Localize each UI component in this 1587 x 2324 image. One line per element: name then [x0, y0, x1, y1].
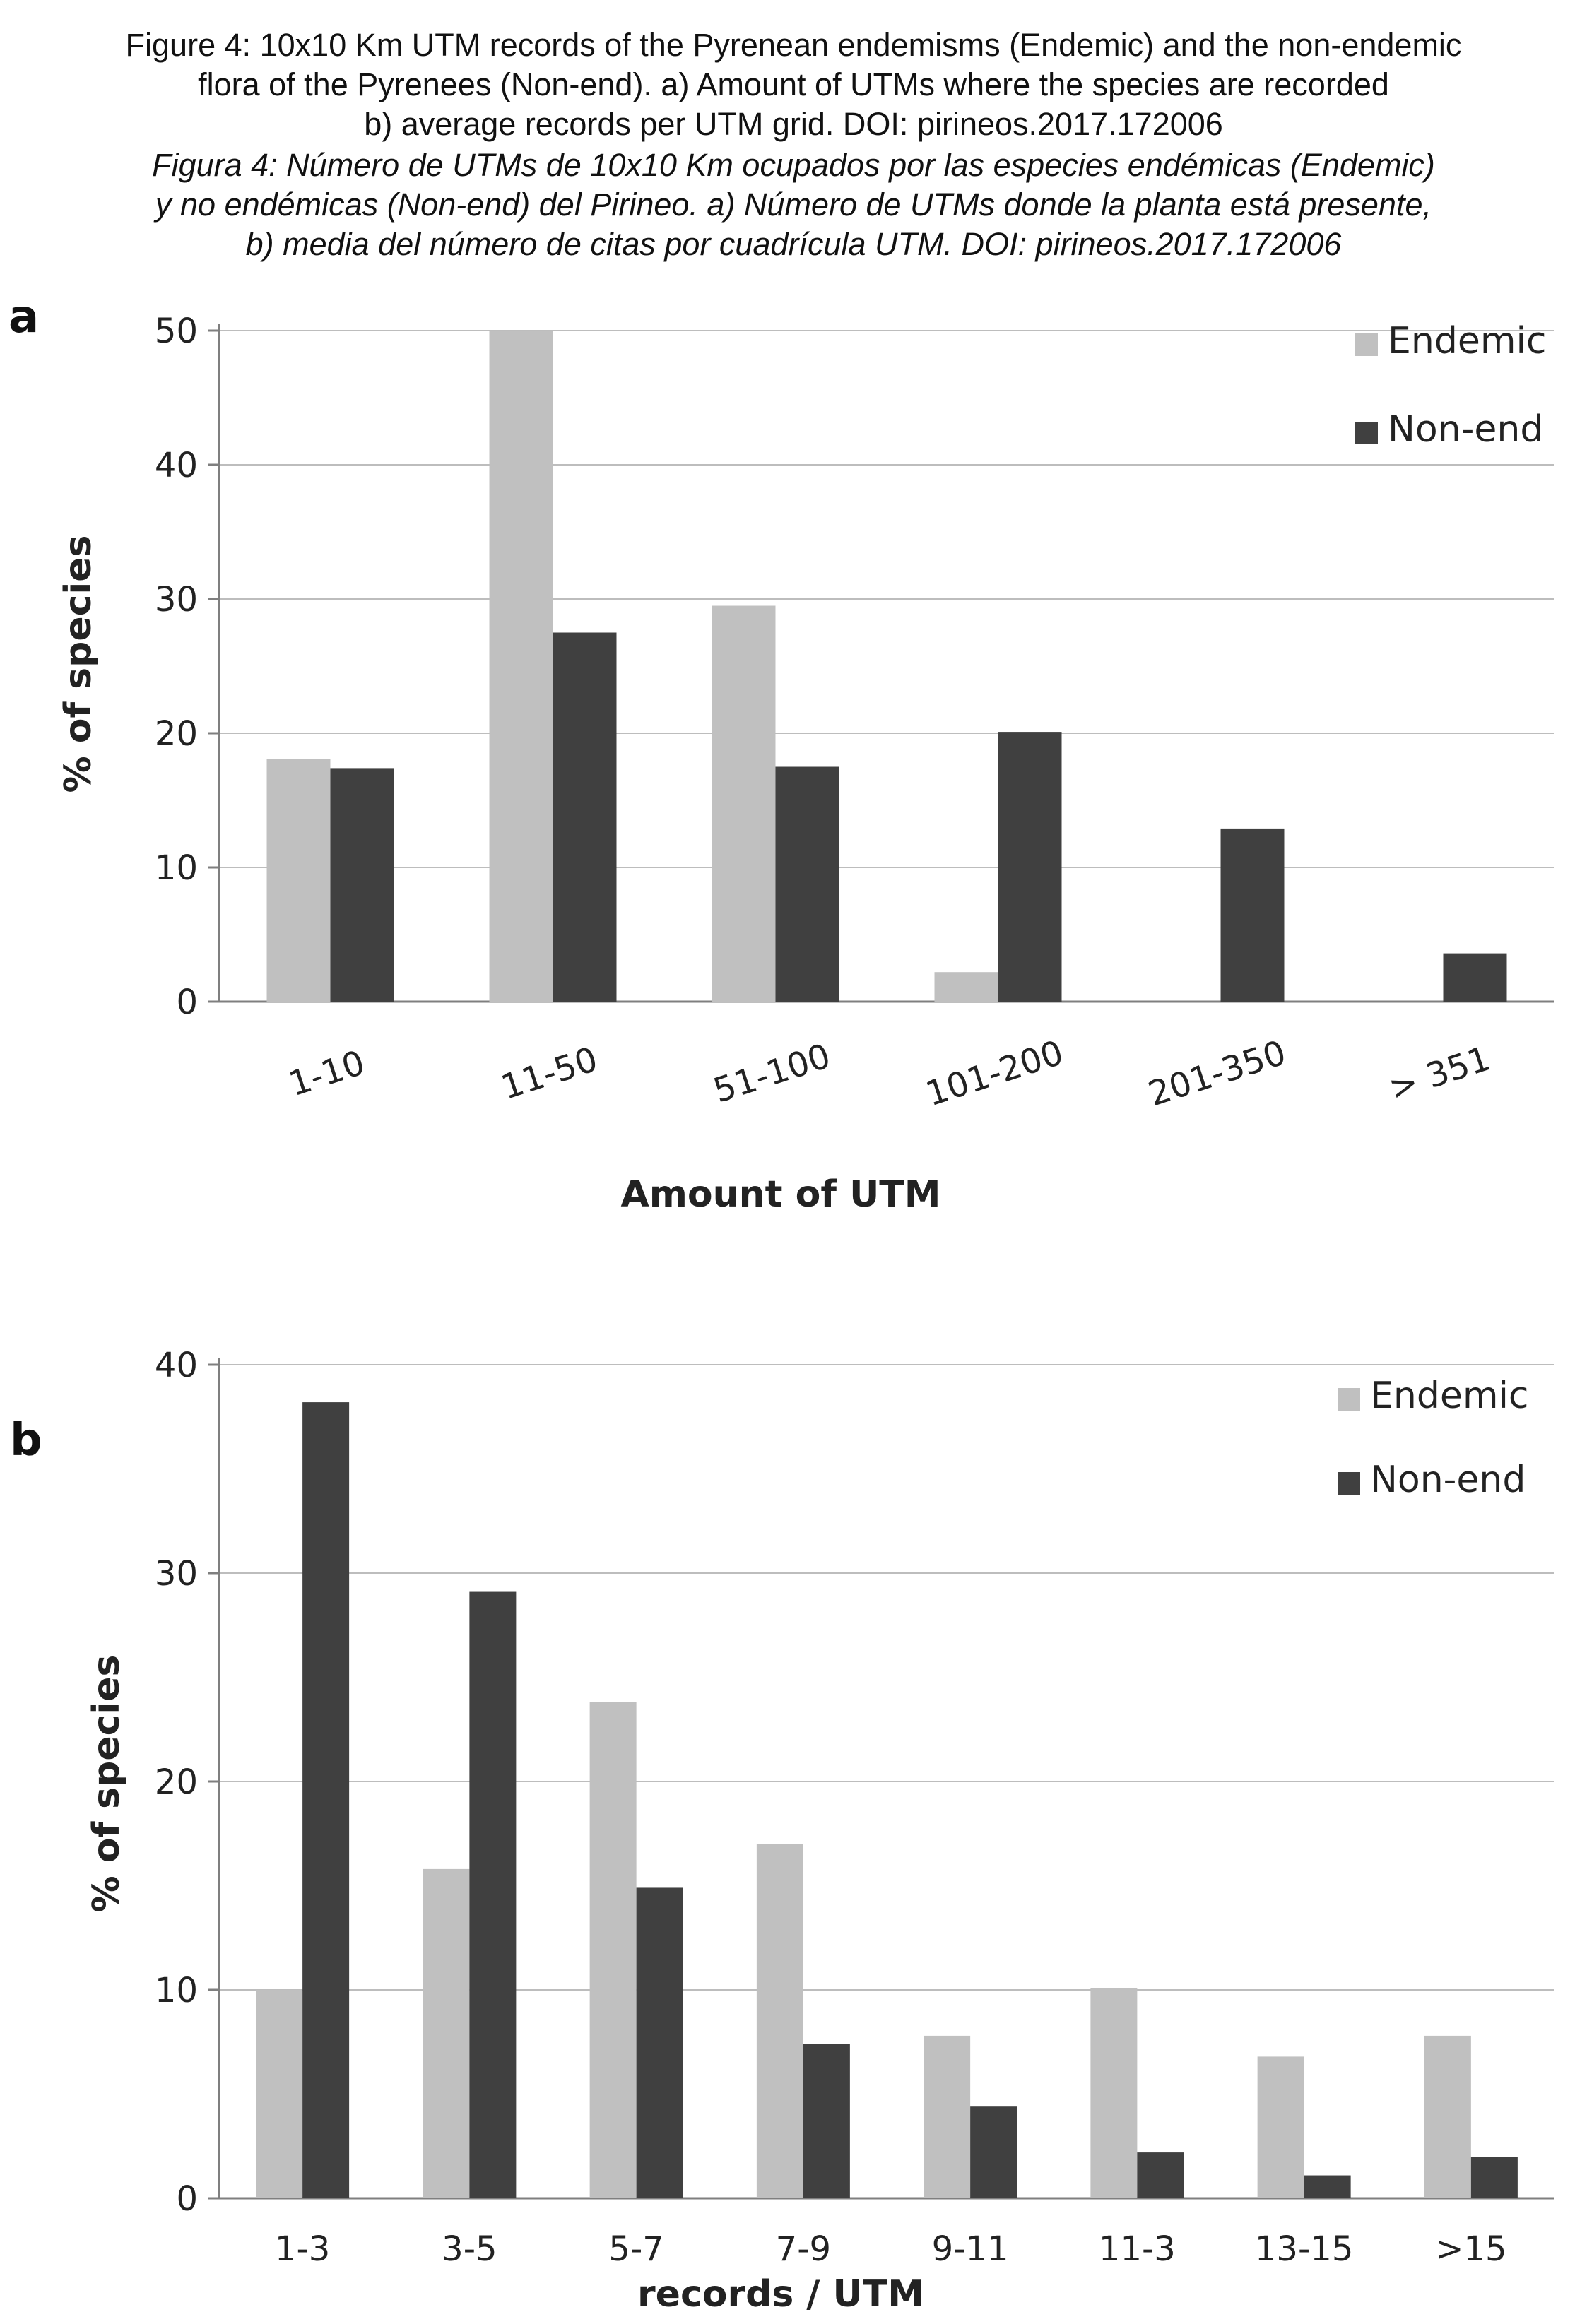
legend-label: Endemic [1370, 1375, 1529, 1417]
y-axis-title: % of species [85, 1655, 128, 1913]
y-tick-label: 20 [155, 1762, 198, 1802]
caption-line: Figure 4: 10x10 Km UTM records of the Py… [125, 27, 1462, 63]
legend-swatch-endemic [1355, 333, 1378, 356]
bar-endemic [1257, 2056, 1304, 2198]
legend-swatch-endemic [1338, 1388, 1360, 1411]
legend-swatch-nonend [1355, 422, 1378, 444]
x-tick-label: 1-3 [275, 2229, 330, 2269]
bar-nonend [1470, 2157, 1518, 2198]
x-tick-label: 9-11 [932, 2229, 1009, 2269]
y-tick-label: 10 [155, 1971, 198, 2010]
bar-endemic [489, 331, 553, 1002]
y-tick-label: 10 [155, 848, 198, 888]
bar-endemic [589, 1702, 637, 2198]
x-tick-label: 3-5 [442, 2229, 497, 2269]
panel-label: b [10, 1414, 42, 1466]
legend-label: Non-end [1370, 1459, 1526, 1501]
legend-label: Non-end [1388, 408, 1543, 451]
y-tick-label: 40 [155, 1346, 198, 1385]
bar-endemic [934, 972, 998, 1002]
y-tick-label: 40 [155, 446, 198, 485]
y-axis-title: % of species [57, 535, 100, 793]
bar-nonend [330, 768, 394, 1002]
bar-endemic [756, 1844, 803, 2198]
y-tick-label: 30 [155, 580, 198, 619]
bar-nonend [775, 766, 839, 1002]
bar-nonend [469, 1591, 517, 2198]
bar-endemic [924, 2035, 971, 2198]
x-tick-label: >15 [1435, 2229, 1506, 2269]
caption-line: flora of the Pyrenees (Non-end). a) Amou… [198, 66, 1389, 102]
y-tick-label: 0 [176, 983, 198, 1022]
bar-nonend [970, 2106, 1017, 2198]
bar-nonend [553, 632, 617, 1002]
bar-endemic [423, 1868, 470, 2198]
x-tick-label: 13-15 [1255, 2229, 1353, 2269]
x-tick-label: 7-9 [776, 2229, 831, 2269]
figure-caption-spanish: Figura 4: Número de UTMs de 10x10 Km ocu… [28, 146, 1559, 264]
x-axis-title: Amount of UTM [620, 1173, 940, 1216]
bar-nonend [1443, 953, 1507, 1002]
bar-nonend [1137, 2152, 1184, 2198]
caption-line: b) media del número de citas por cuadríc… [245, 226, 1342, 262]
bar-endemic [1090, 1988, 1138, 2198]
bar-endemic [256, 1990, 303, 2198]
bar-endemic [712, 605, 776, 1002]
figure-caption-english: Figure 4: 10x10 Km UTM records of the Py… [28, 25, 1559, 144]
legend-label: Endemic [1388, 320, 1547, 362]
y-tick-label: 0 [176, 2179, 198, 2219]
caption-line: b) average records per UTM grid. DOI: pi… [364, 106, 1223, 142]
caption-line: Figura 4: Número de UTMs de 10x10 Km ocu… [152, 147, 1435, 183]
bar-nonend [302, 1402, 350, 2198]
y-tick-label: 50 [155, 312, 198, 351]
y-tick-label: 20 [155, 714, 198, 754]
bar-nonend [1220, 828, 1285, 1002]
panel-label: a [8, 291, 39, 343]
x-tick-label: 5-7 [608, 2229, 663, 2269]
legend-swatch-nonend [1338, 1472, 1360, 1495]
y-tick-label: 30 [155, 1554, 198, 1594]
bar-nonend [1304, 2175, 1351, 2198]
x-axis-title: records / UTM [637, 2273, 924, 2316]
bar-endemic [266, 759, 331, 1002]
bar-nonend [636, 1887, 683, 2198]
caption-line: y no endémicas (Non-end) del Pirineo. a)… [155, 186, 1432, 223]
bar-endemic [1424, 2035, 1471, 2198]
bar-nonend [998, 732, 1062, 1002]
bar-nonend [803, 2044, 850, 2198]
x-tick-label: 11-3 [1099, 2229, 1176, 2269]
